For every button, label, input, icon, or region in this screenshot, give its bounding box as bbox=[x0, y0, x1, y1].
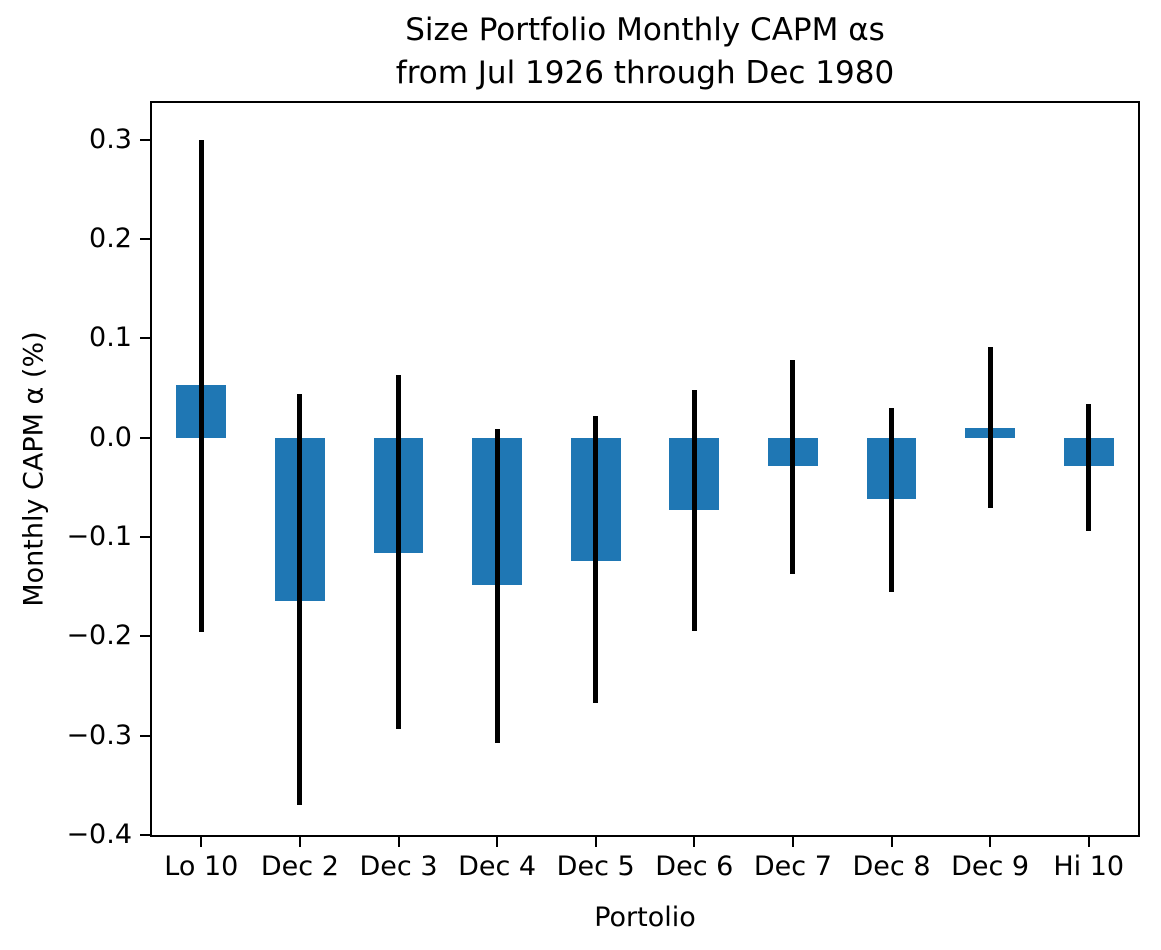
x-tick-label-hi-10: Hi 10 bbox=[1053, 851, 1125, 882]
x-tick-mark bbox=[890, 837, 893, 847]
y-tick-label: −0.4 bbox=[66, 818, 132, 850]
chart-title: Size Portfolio Monthly CAPM αs bbox=[405, 12, 885, 48]
y-tick-mark bbox=[140, 138, 150, 141]
errorbar-dec-6 bbox=[691, 390, 697, 632]
errorbar-lo-10 bbox=[198, 139, 204, 633]
y-tick-label: 0.1 bbox=[89, 322, 132, 354]
errorbar-dec-7 bbox=[790, 360, 796, 574]
errorbar-dec-3 bbox=[396, 375, 401, 729]
x-tick-mark bbox=[200, 837, 203, 847]
y-tick-label: 0.0 bbox=[89, 421, 132, 453]
y-tick-mark bbox=[140, 734, 150, 737]
x-tick-label-lo-10: Lo 10 bbox=[164, 851, 239, 882]
x-tick-mark bbox=[496, 837, 499, 847]
errorbar-dec-4 bbox=[494, 428, 500, 743]
y-tick-label: 0.2 bbox=[89, 222, 132, 254]
x-tick-label-dec-8: Dec 8 bbox=[852, 851, 931, 882]
x-tick-mark bbox=[397, 837, 400, 847]
x-axis-label: Portolio bbox=[594, 902, 696, 933]
x-tick-mark bbox=[693, 837, 696, 847]
y-tick-label: −0.2 bbox=[66, 620, 132, 652]
y-tick-label: −0.1 bbox=[66, 520, 132, 552]
chart-title-block: Size Portfolio Monthly CAPM αs from Jul … bbox=[150, 9, 1140, 95]
x-tick-mark bbox=[791, 837, 794, 847]
x-tick-label-dec-4: Dec 4 bbox=[458, 851, 537, 882]
errorbar-dec-2 bbox=[297, 394, 303, 806]
x-tick-mark bbox=[1087, 837, 1090, 847]
y-tick-mark bbox=[140, 635, 150, 638]
y-tick-label: 0.3 bbox=[89, 123, 132, 155]
errorbar-dec-9 bbox=[987, 347, 993, 509]
x-tick-mark bbox=[989, 837, 992, 847]
x-tick-mark bbox=[594, 837, 597, 847]
x-tick-label-dec-9: Dec 9 bbox=[951, 851, 1030, 882]
errorbar-dec-8 bbox=[889, 407, 894, 592]
x-tick-label-dec-2: Dec 2 bbox=[260, 851, 339, 882]
plot-area: 0.3 0.2 0.1 0.0 −0.1 −0.2 −0.3 −0.4 Lo 10 Dec 2 De… bbox=[66, 101, 1140, 882]
errorbar-dec-5 bbox=[593, 415, 599, 703]
y-axis-label: Monthly CAPM α (%) bbox=[18, 331, 50, 607]
x-tick-label-dec-7: Dec 7 bbox=[753, 851, 832, 882]
x-tick-label-dec-6: Dec 6 bbox=[655, 851, 734, 882]
y-tick-mark bbox=[140, 536, 150, 539]
x-tick-label-dec-5: Dec 5 bbox=[556, 851, 635, 882]
y-tick-mark bbox=[140, 834, 150, 836]
chart-subtitle: from Jul 1926 through Dec 1980 bbox=[395, 55, 895, 91]
x-tick-mark bbox=[298, 837, 301, 847]
x-tick-label-dec-3: Dec 3 bbox=[359, 851, 438, 882]
y-tick-mark bbox=[140, 436, 150, 439]
y-tick-mark bbox=[140, 238, 150, 241]
errorbar-hi-10 bbox=[1086, 403, 1092, 532]
y-tick-label: −0.3 bbox=[66, 719, 132, 751]
y-tick-mark bbox=[140, 337, 150, 340]
